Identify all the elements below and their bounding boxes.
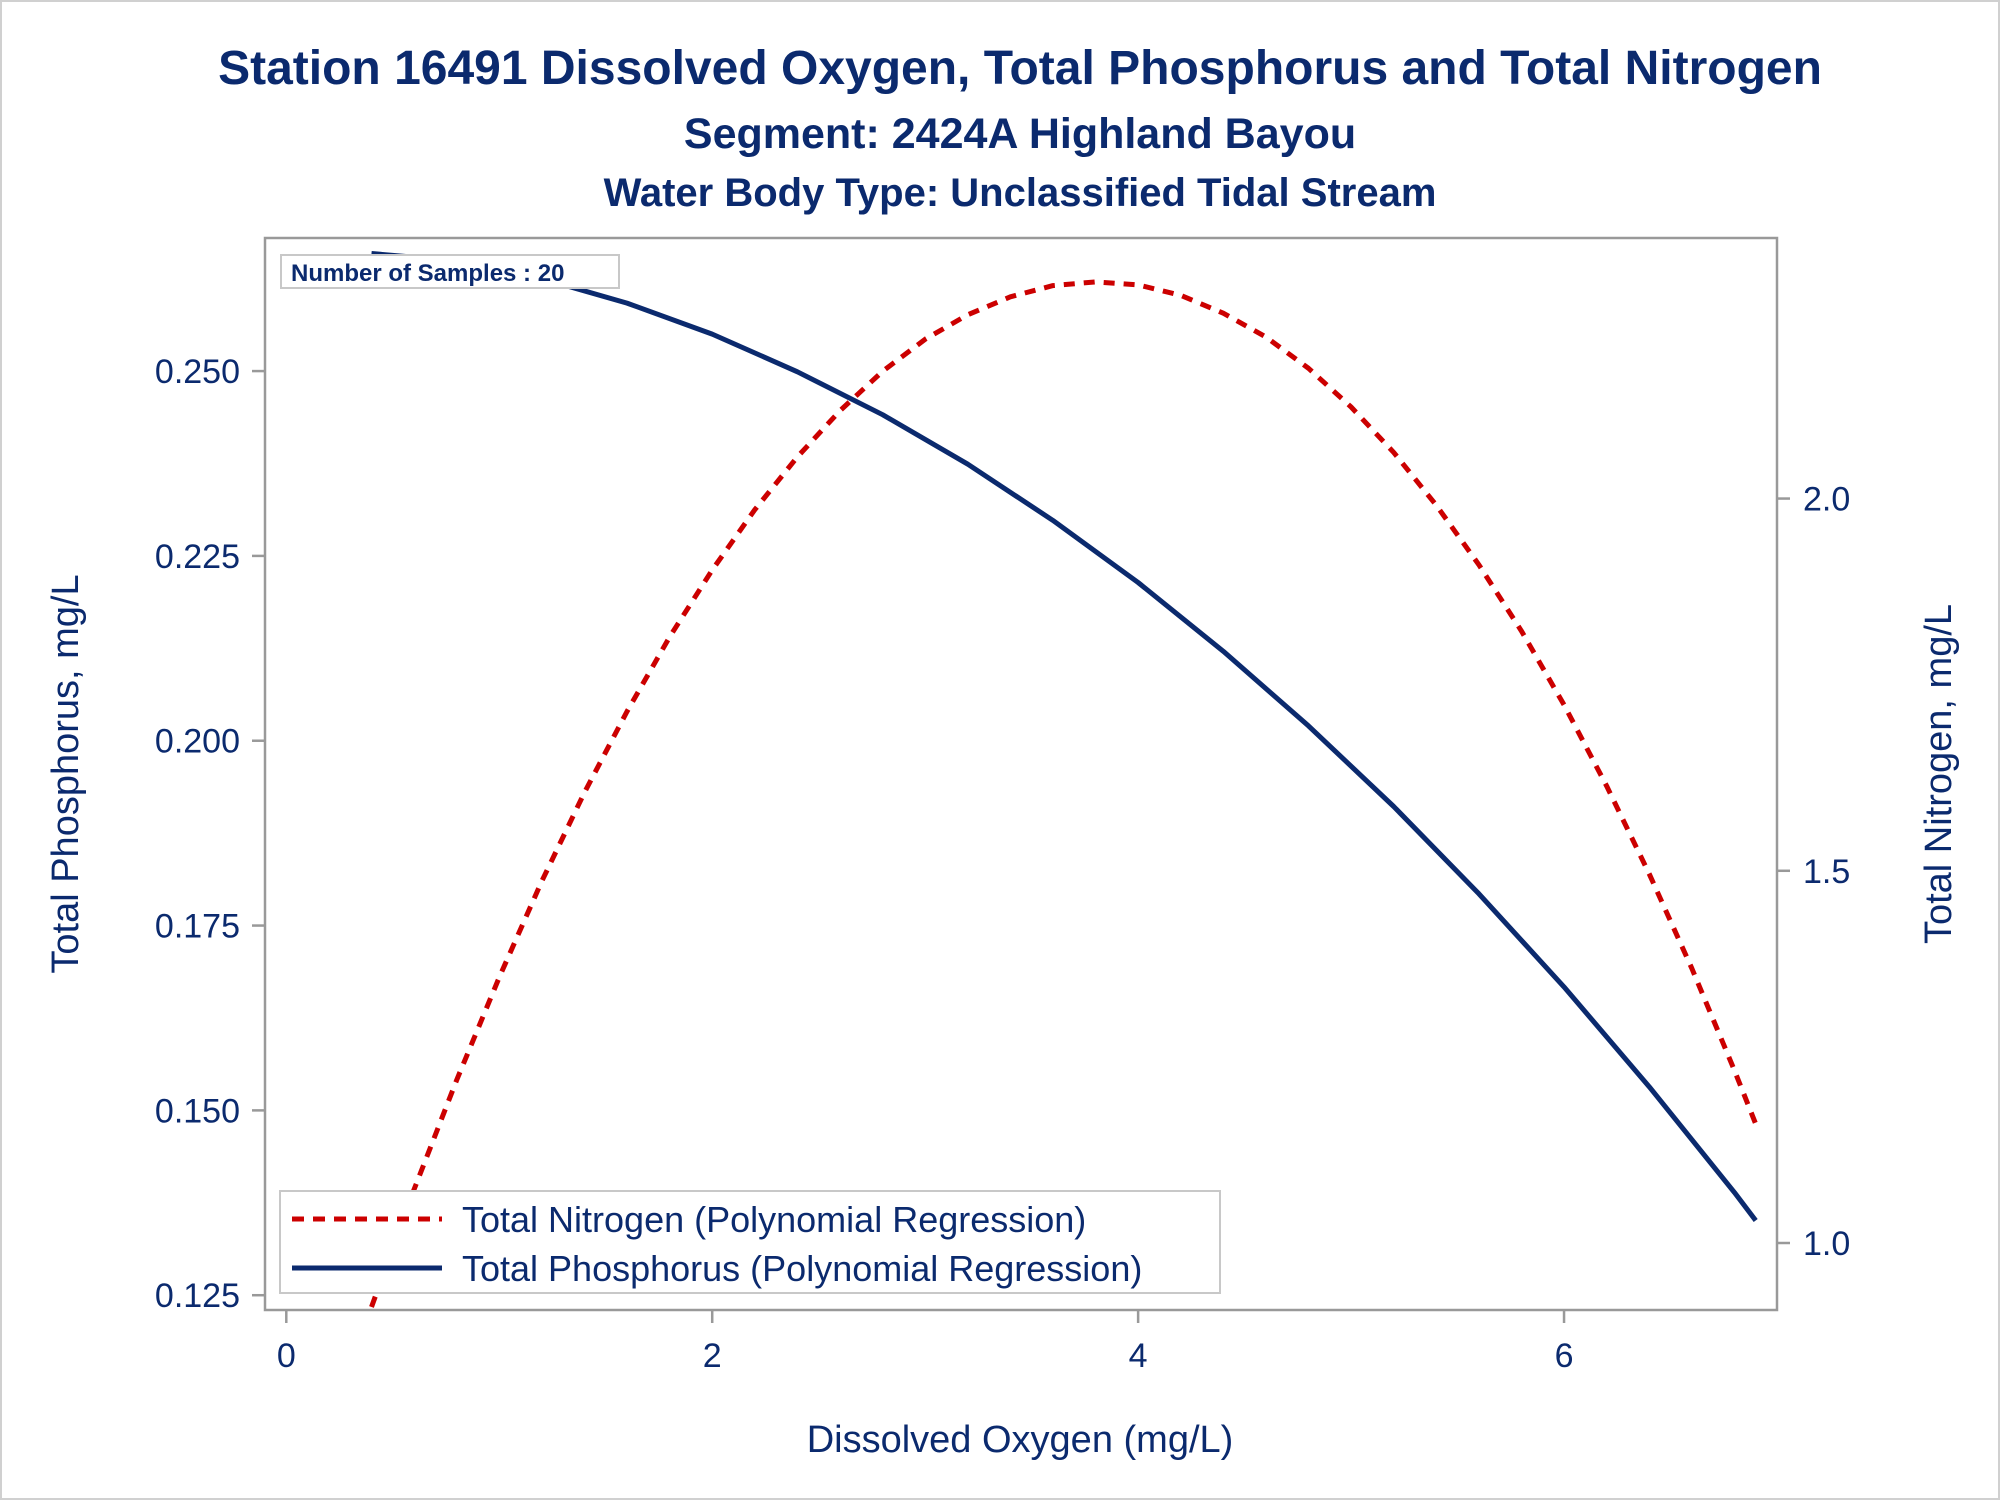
samples-inset-box [280,254,620,289]
x-axis-label: Dissolved Oxygen (mg/L) [807,1419,1234,1461]
y-tick-label: 0.175 [155,908,240,946]
y2-tick-label: 2.0 [1803,481,1850,519]
y2-tick-label: 1.0 [1803,1225,1850,1263]
plot-area [263,236,1779,1312]
y-axis-right: 1.0 1.5 2.0 [1777,481,1850,1263]
x-tick-label: 6 [1555,1337,1574,1375]
legend-box [279,1190,1221,1294]
y-tick-label: 0.225 [155,538,240,576]
series-group [369,251,1759,1308]
y-tick-label: 0.200 [155,723,240,761]
y2-tick-label: 1.5 [1803,853,1850,891]
samples-inset-label: Number of Samples : 20 [291,260,564,287]
x-tick-label: 2 [703,1337,722,1375]
y-tick-label: 0.250 [155,353,240,391]
x-tick-label: 0 [277,1337,296,1375]
series-line-total-nitrogen [369,279,1759,1308]
chart-subtitle: Segment: 2424A Highland Bayou [684,110,1356,158]
chart-subtitle-2: Water Body Type: Unclassified Tidal Stre… [604,171,1437,215]
y-axis-left: 0.125 0.150 0.175 0.200 0.225 0.250 [155,353,265,1315]
y-tick-label: 0.125 [155,1277,240,1315]
legend: Total Nitrogen (Polynomial Regression) T… [279,1190,1221,1294]
series-line-total-phosphorus [371,251,1758,1223]
x-tick-label: 4 [1129,1337,1148,1375]
samples-inset: Number of Samples : 20 [280,254,620,289]
legend-label-nitrogen: Total Nitrogen (Polynomial Regression) [462,1199,1086,1240]
chart-title: Station 16491 Dissolved Oxygen, Total Ph… [218,42,1822,95]
x-axis: 0 2 4 6 [277,1310,1574,1375]
legend-label-phosphorus: Total Phosphorus (Polynomial Regression) [462,1248,1142,1289]
y-axis-label: Total Phosphorus, mg/L [45,574,87,973]
y2-axis-label: Total Nitrogen, mg/L [1918,604,1960,944]
y-tick-label: 0.150 [155,1092,240,1130]
